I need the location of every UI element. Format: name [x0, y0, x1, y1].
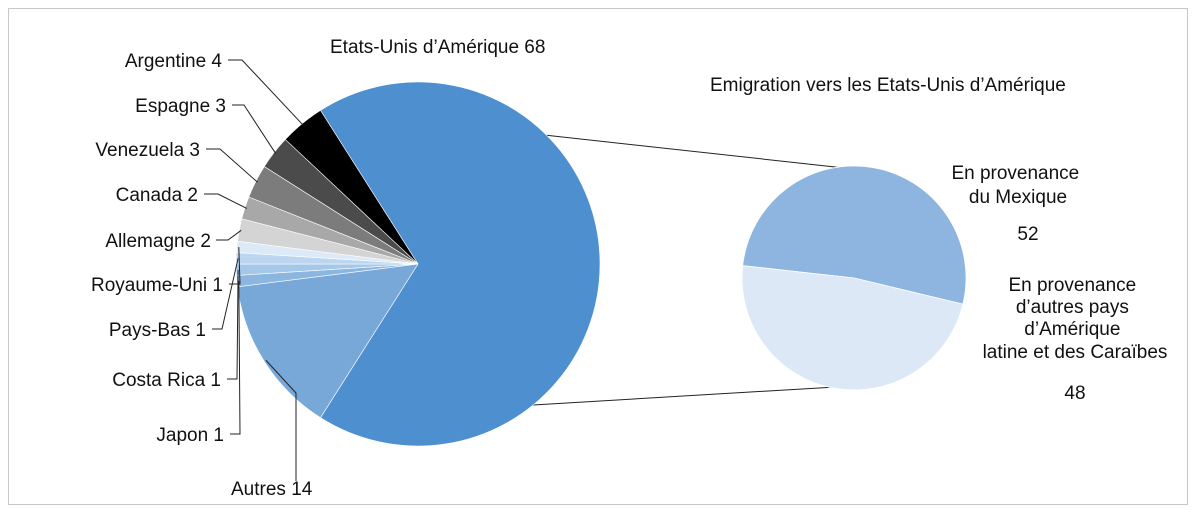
slice-autres: [237, 263, 419, 419]
leader-royaume-uni: [229, 247, 241, 285]
label-etats-unis: Etats-Unis d’Amérique 68: [330, 37, 545, 58]
label-espagne: Espagne 3: [135, 96, 226, 117]
value-autres-pays: 48: [1064, 383, 1085, 404]
label-argentine: Argentine 4: [125, 51, 223, 72]
secondary-pie-title: Emigration vers les Etats-Unis d’Amériqu…: [710, 75, 1066, 96]
leader-pays-bas: [212, 258, 239, 330]
leader-japon: [230, 280, 241, 435]
label-costa-rica: Costa Rica 1: [112, 370, 221, 391]
label-royaume-uni: Royaume-Uni 1: [91, 275, 223, 296]
leader-costa-rica: [227, 269, 239, 380]
slice-du-mexique: [742, 165, 967, 305]
leader-autres: [265, 360, 297, 481]
value-mexique: 52: [1017, 224, 1038, 245]
label-autres: Autres 14: [231, 479, 313, 500]
label-japon: Japon 1: [156, 425, 224, 446]
label-canada: Canada 2: [116, 185, 198, 206]
leader-canada: [204, 193, 248, 209]
leader-espagne: [232, 104, 277, 154]
label-allemagne: Allemagne 2: [105, 231, 211, 252]
leader-allemagne: [216, 229, 242, 241]
slice-etats-unis-d-amerique: [320, 81, 601, 447]
label-venezuela: Venezuela 3: [95, 140, 200, 161]
label-autres-pays: En provenance d’autres pays d’Amérique l…: [983, 275, 1168, 363]
chart-frame: Etats-Unis d’Amérique 68 Autres 14 Japon…: [8, 8, 1188, 505]
leader-venezuela: [206, 148, 258, 183]
pie-chart: Etats-Unis d’Amérique 68 Autres 14 Japon…: [8, 8, 1188, 505]
slice-autres-pays-amerique-latine: [741, 265, 964, 391]
label-mexique: En provenance du Mexique: [951, 163, 1084, 208]
label-pays-bas: Pays-Bas 1: [109, 320, 206, 341]
leader-argentine: [228, 59, 304, 126]
